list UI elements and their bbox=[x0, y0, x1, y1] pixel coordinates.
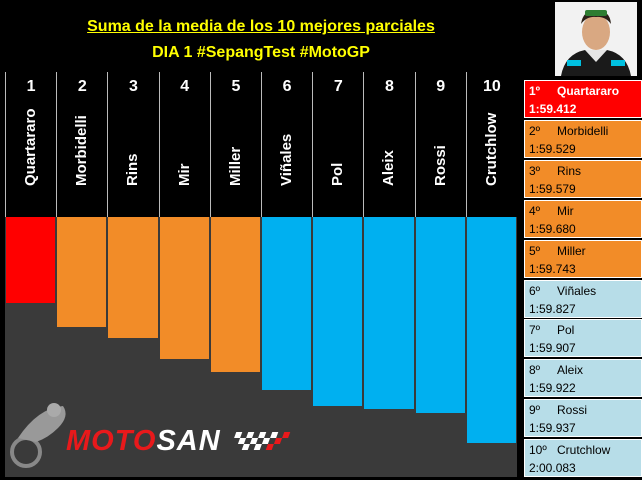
bar bbox=[57, 217, 107, 327]
standing-row: 7º Pol 1:59.907 bbox=[524, 319, 642, 358]
standing-position: 8º bbox=[529, 363, 541, 378]
position-label: 1 bbox=[26, 78, 36, 95]
bar bbox=[6, 217, 56, 303]
column-header: 2 Morbidelli bbox=[56, 72, 107, 217]
column-header: 8 Aleix bbox=[363, 72, 414, 217]
position-label: 8 bbox=[385, 78, 394, 95]
standing-time: 1:59.922 bbox=[529, 381, 576, 396]
bar bbox=[262, 217, 312, 390]
bar bbox=[108, 217, 158, 338]
standing-rider: Rins bbox=[557, 163, 582, 178]
column-header: 9 Rossi bbox=[414, 72, 466, 217]
standing-position: 9º bbox=[529, 403, 541, 418]
standing-row: 5º Miller 1:59.743 bbox=[524, 239, 642, 278]
standing-time: 1:59.412 bbox=[529, 102, 577, 116]
standing-position: 7º bbox=[529, 323, 541, 338]
position-label: 4 bbox=[180, 78, 190, 95]
rider-name-label: Pol bbox=[329, 162, 347, 186]
standing-time: 1:59.937 bbox=[529, 421, 576, 436]
standing-position: 3º bbox=[529, 163, 541, 178]
standing-time: 1:59.529 bbox=[529, 141, 576, 156]
standing-row: 3º Rins 1:59.579 bbox=[524, 159, 642, 198]
rider-name-label: Rossi bbox=[431, 145, 449, 186]
standing-rider: Quartararo bbox=[557, 84, 620, 98]
rider-name-label: Morbidelli bbox=[73, 115, 91, 186]
standing-time: 1:59.579 bbox=[529, 181, 576, 196]
motosan-logo: MOTOSAN bbox=[66, 425, 221, 457]
standing-rider: Miller bbox=[557, 243, 586, 258]
standing-position: 5º bbox=[529, 243, 541, 258]
standing-position: 2º bbox=[529, 123, 541, 138]
chart-subtitle: DIA 1 #SepangTest #MotoGP bbox=[152, 44, 370, 61]
position-label: 10 bbox=[482, 78, 501, 95]
standing-row: 10º Crutchlow 2:00.083 bbox=[524, 439, 642, 478]
chart-title: Suma de la media de los 10 mejores parci… bbox=[87, 18, 435, 35]
rider-name-label: Viñales bbox=[278, 133, 296, 186]
standing-position: 10º bbox=[529, 443, 547, 458]
standing-rider: Crutchlow bbox=[557, 443, 611, 458]
standing-rider: Aleix bbox=[557, 363, 584, 378]
standing-row: 4º Mir 1:59.680 bbox=[524, 199, 642, 238]
standing-rider: Viñales bbox=[557, 283, 597, 298]
standing-time: 1:59.743 bbox=[529, 261, 576, 276]
column-header: 3 Rins bbox=[107, 72, 158, 217]
bar bbox=[313, 217, 363, 406]
rider-name-label: Crutchlow bbox=[482, 112, 500, 186]
standing-position: 6º bbox=[529, 283, 541, 298]
position-label: 7 bbox=[333, 78, 343, 95]
position-label: 9 bbox=[436, 78, 446, 95]
position-label: 3 bbox=[129, 78, 138, 95]
standing-row: 2º Morbidelli 1:59.529 bbox=[524, 119, 642, 158]
column-header: 10 Crutchlow bbox=[465, 72, 517, 217]
rider-photo bbox=[555, 2, 637, 76]
rider-name-label: Rins bbox=[124, 153, 142, 186]
bar bbox=[159, 217, 209, 359]
bar bbox=[364, 217, 414, 409]
column-header: 5 Miller bbox=[209, 72, 261, 217]
bar bbox=[466, 217, 516, 443]
rider-name-label: Mir bbox=[175, 163, 193, 187]
position-label: 2 bbox=[77, 78, 87, 95]
standing-rider: Rossi bbox=[557, 403, 588, 418]
standing-row: 9º Rossi 1:59.937 bbox=[524, 399, 642, 438]
column-header: 1 Quartararo bbox=[5, 72, 56, 217]
column-header: 6 Viñales bbox=[261, 72, 312, 217]
standing-row: 6º Viñales 1:59.827 bbox=[524, 279, 642, 318]
standing-rider: Pol bbox=[557, 323, 575, 338]
standing-rider: Morbidelli bbox=[557, 123, 609, 138]
standing-position: 1º bbox=[529, 84, 541, 98]
standing-row: 8º Aleix 1:59.922 bbox=[524, 359, 642, 398]
standing-time: 1:59.680 bbox=[529, 221, 576, 236]
standing-position: 4º bbox=[529, 203, 541, 218]
rider-name-label: Miller bbox=[226, 146, 244, 186]
standing-row: 1º Quartararo 1:59.412 bbox=[524, 80, 642, 118]
standing-time: 1:59.907 bbox=[529, 341, 576, 356]
position-label: 5 bbox=[231, 78, 241, 95]
standing-time: 1:59.827 bbox=[529, 301, 576, 316]
rider-name-label: Aleix bbox=[380, 150, 398, 186]
bar bbox=[415, 217, 465, 413]
column-header: 4 Mir bbox=[158, 72, 210, 217]
standing-time: 2:00.083 bbox=[529, 461, 576, 476]
bar bbox=[210, 217, 260, 372]
motorcycle-logo-icon bbox=[8, 398, 78, 475]
standing-rider: Mir bbox=[557, 203, 574, 218]
position-label: 6 bbox=[282, 78, 292, 95]
checkered-flag-icon bbox=[227, 430, 299, 457]
column-header: 7 Pol bbox=[312, 72, 363, 217]
rider-name-label: Quartararo bbox=[22, 108, 40, 186]
